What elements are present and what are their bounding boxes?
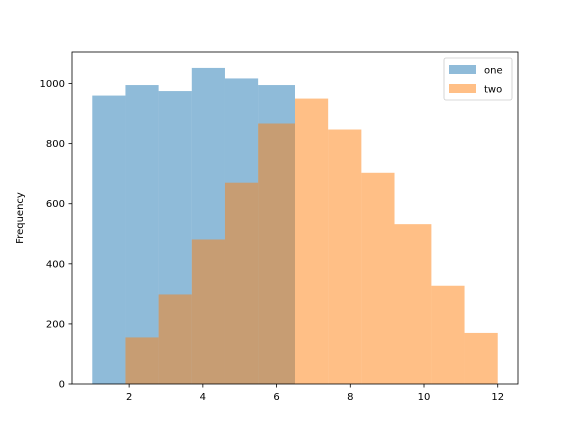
x-tick-label-5: 12 bbox=[491, 392, 504, 403]
bar-two-2 bbox=[191, 239, 225, 384]
x-tick-label-3: 8 bbox=[347, 392, 353, 403]
x-tick-label-2: 6 bbox=[273, 392, 279, 403]
y-tick-label-5: 1000 bbox=[40, 79, 65, 90]
bar-two-8 bbox=[394, 224, 432, 384]
plot-area-frame bbox=[71, 51, 519, 385]
bar-two-10 bbox=[464, 332, 498, 384]
bar-two-6 bbox=[328, 129, 362, 384]
bar-two-4 bbox=[258, 123, 295, 384]
y-tick-label-3: 600 bbox=[46, 199, 65, 210]
y-tick-label-1: 200 bbox=[46, 319, 65, 330]
x-tick-label-1: 4 bbox=[200, 392, 206, 403]
legend: one two bbox=[443, 57, 513, 101]
x-tick-label-4: 10 bbox=[418, 392, 431, 403]
legend-swatch-two bbox=[449, 84, 476, 93]
bar-one-0 bbox=[92, 95, 126, 384]
bar-two-7 bbox=[361, 172, 395, 384]
x-axis: 2 4 6 8 10 12 bbox=[126, 384, 504, 403]
legend-label-one: one bbox=[484, 66, 503, 77]
y-tick-label-4: 800 bbox=[46, 139, 65, 150]
bar-two-5 bbox=[295, 98, 329, 385]
legend-swatch-one bbox=[449, 65, 476, 74]
legend-label-two: two bbox=[484, 85, 502, 96]
x-tick-label-0: 2 bbox=[126, 392, 132, 403]
bar-two-9 bbox=[431, 285, 465, 384]
bar-two-3 bbox=[224, 182, 259, 384]
bar-one-1 bbox=[125, 85, 159, 384]
y-axis-label: Frequency bbox=[15, 192, 26, 244]
bar-two-1 bbox=[158, 294, 192, 384]
y-tick-label-2: 400 bbox=[46, 259, 65, 270]
bars-layer bbox=[92, 67, 498, 385]
y-axis: 0 200 400 600 800 1000 bbox=[40, 79, 72, 391]
bar-two-0 bbox=[125, 337, 159, 384]
y-tick-label-0: 0 bbox=[59, 380, 65, 391]
